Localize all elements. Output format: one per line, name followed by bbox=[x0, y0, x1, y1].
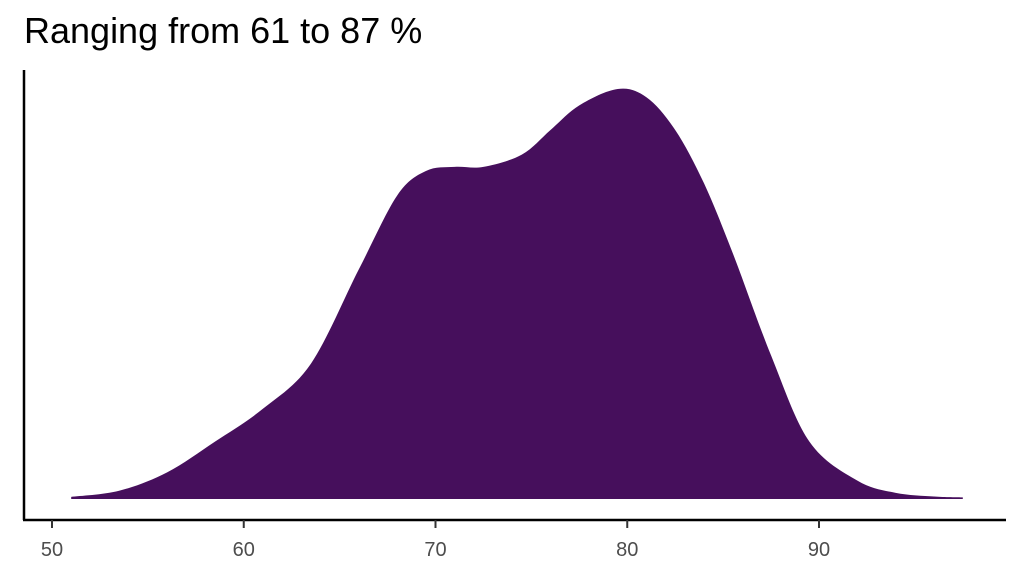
x-tick-label: 60 bbox=[233, 539, 255, 561]
x-tick-label: 80 bbox=[616, 539, 638, 561]
chart-title: Ranging from 61 to 87 % bbox=[24, 10, 423, 51]
x-tick-label: 50 bbox=[41, 539, 63, 561]
x-tick-label: 90 bbox=[808, 539, 830, 561]
density-area bbox=[71, 88, 963, 499]
x-axis-ticks: 50 60 70 80 90 bbox=[41, 520, 830, 561]
x-tick-label: 70 bbox=[424, 539, 446, 561]
